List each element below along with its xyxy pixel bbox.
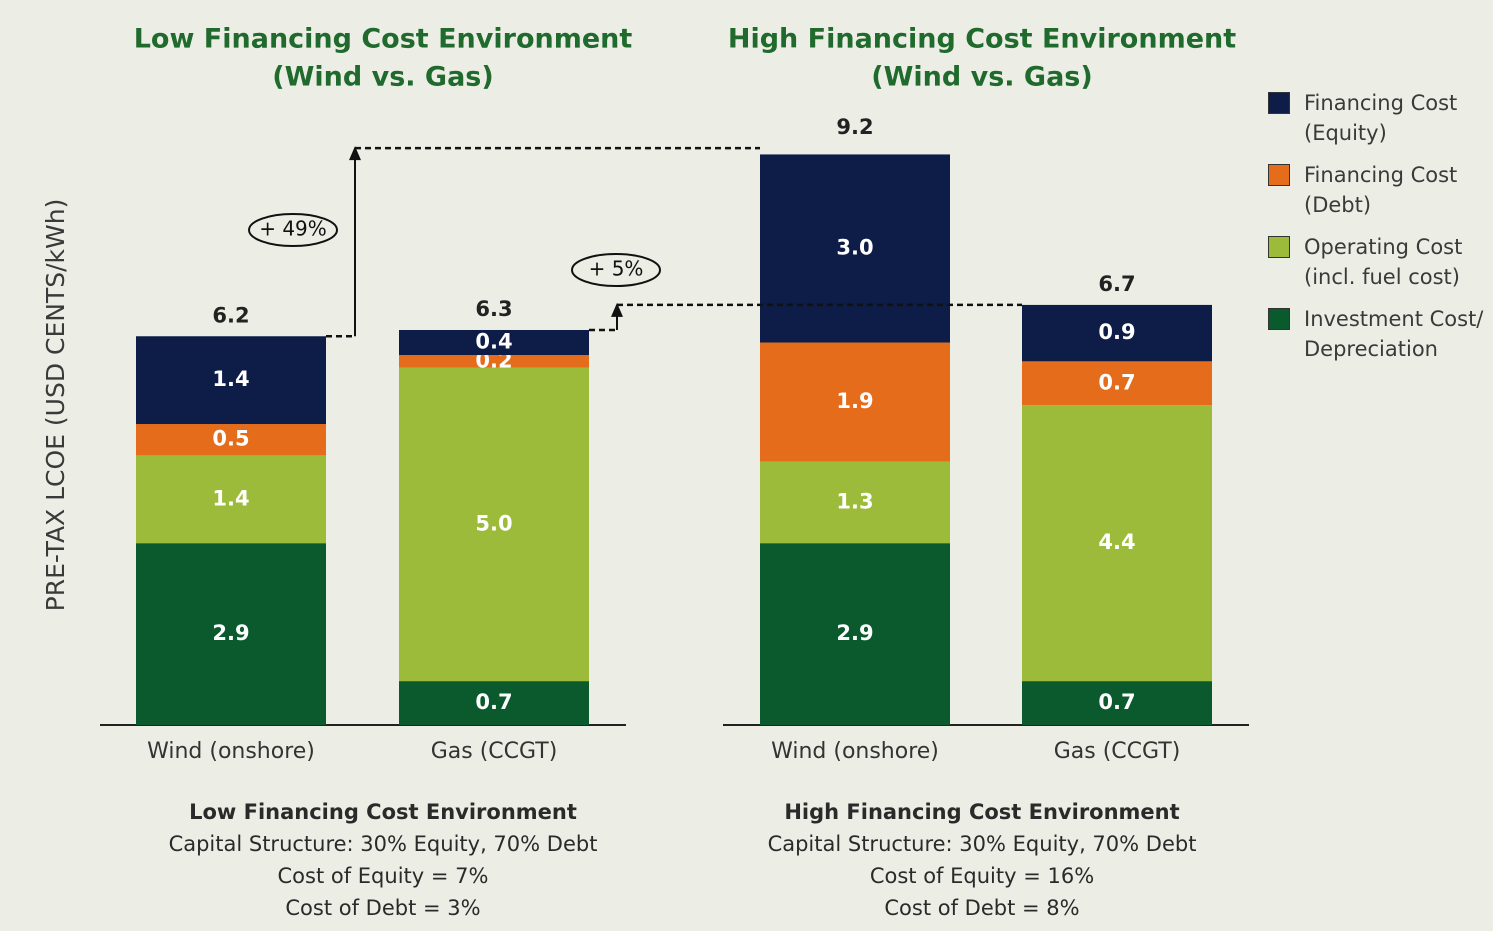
segment-label: 4.4: [1098, 530, 1135, 554]
legend-label: Financing Cost (Equity): [1304, 91, 1458, 145]
bar-segment: [399, 329, 589, 356]
annotation-ellipse: [571, 253, 661, 287]
segment-label: 5.0: [475, 511, 512, 535]
segment-label: 0.7: [475, 690, 512, 714]
total-label: 6.3: [475, 297, 512, 321]
legend-item: Financing Cost (Equity): [1268, 88, 1493, 148]
panel-note: Capital Structure: 30% Equity, 70% Debt: [768, 832, 1197, 856]
segment-label: 0.7: [1098, 690, 1135, 714]
legend-swatch: [1268, 236, 1290, 258]
bar-segment: [136, 455, 326, 544]
x-tick-label: Wind (onshore): [771, 739, 939, 764]
legend-item: Financing Cost (Debt): [1268, 160, 1493, 220]
arrow-head: [611, 302, 623, 317]
legend-item: Investment Cost/ Depreciation: [1268, 304, 1493, 364]
bar-segment: [760, 154, 950, 343]
annotation: + 5%: [589, 257, 644, 281]
bar-segment: [1022, 405, 1212, 682]
bar-segment: [760, 461, 950, 544]
legend-label: Operating Cost (incl. fuel cost): [1304, 235, 1463, 289]
legend-label: Financing Cost (Debt): [1304, 163, 1458, 217]
panel-note: Cost of Equity = 16%: [870, 864, 1094, 888]
arrow-head: [349, 146, 361, 161]
panel-note: Cost of Debt = 8%: [884, 896, 1079, 920]
bar-segment: [760, 543, 950, 725]
panel-note: Capital Structure: 30% Equity, 70% Debt: [169, 832, 598, 856]
segment-label: 0.7: [1098, 370, 1135, 394]
total-label: 6.2: [212, 303, 249, 327]
total-label: 9.2: [836, 115, 873, 139]
y-axis-label: PRE-TAX LCOE (USD CENTS/kWh): [41, 199, 70, 612]
total-label: 6.7: [1098, 272, 1135, 296]
segment-label: 0.5: [212, 427, 249, 451]
bar-segment: [399, 367, 589, 682]
x-tick-label: Wind (onshore): [147, 739, 315, 764]
segment-label: 1.9: [836, 389, 873, 413]
panel-note: Cost of Debt = 3%: [285, 896, 480, 920]
segment-label: 3.0: [836, 235, 873, 259]
bar-segment: [760, 342, 950, 462]
panel-title: (Wind vs. Gas): [272, 62, 493, 93]
panel-title: (Wind vs. Gas): [871, 62, 1092, 93]
legend-swatch: [1268, 92, 1290, 114]
x-tick-label: Gas (CCGT): [431, 739, 558, 764]
annotation: + 49%: [259, 217, 327, 241]
panel-note: High Financing Cost Environment: [784, 800, 1179, 824]
bar-segment: [136, 424, 326, 456]
bar-segment: [1022, 361, 1212, 406]
legend-item: Operating Cost (incl. fuel cost): [1268, 232, 1493, 292]
segment-label: 1.4: [212, 486, 249, 510]
bar-segment: [136, 543, 326, 725]
segment-label: 0.4: [475, 330, 512, 354]
segment-label: 1.3: [836, 489, 873, 513]
legend-swatch: [1268, 308, 1290, 330]
bar-segment: [136, 336, 326, 425]
legend: Financing Cost (Equity) Financing Cost (D…: [1268, 88, 1493, 376]
annotation-ellipse: [248, 213, 338, 247]
bar-segment: [1022, 681, 1212, 725]
panel-note: Low Financing Cost Environment: [189, 800, 577, 824]
panel-title: Low Financing Cost Environment: [134, 24, 633, 55]
panel-note: Cost of Equity = 7%: [278, 864, 489, 888]
bar-segment: [399, 681, 589, 725]
segment-label: 1.4: [212, 367, 249, 391]
legend-swatch: [1268, 164, 1290, 186]
bar-segment: [1022, 304, 1212, 362]
panel-title: High Financing Cost Environment: [728, 24, 1236, 55]
legend-label: Investment Cost/ Depreciation: [1304, 307, 1484, 361]
segment-label: 2.9: [836, 621, 873, 645]
bar-segment: [399, 355, 589, 368]
segment-label: 2.9: [212, 621, 249, 645]
segment-label: 0.9: [1098, 320, 1135, 344]
x-tick-label: Gas (CCGT): [1054, 739, 1181, 764]
